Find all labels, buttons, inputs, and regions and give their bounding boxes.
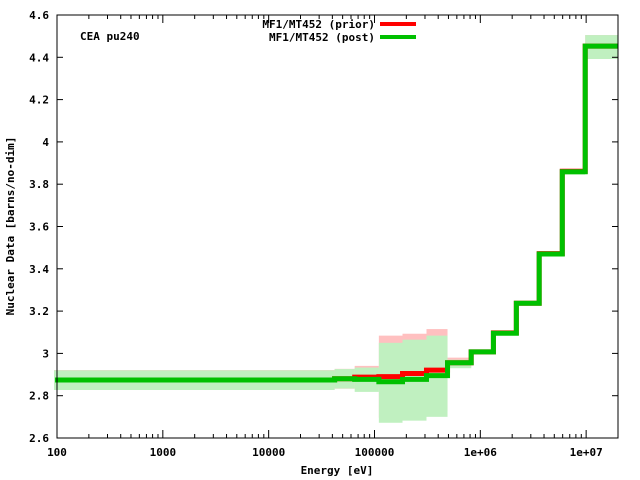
prior-line [55, 43, 618, 383]
y-tick-label: 4.2 [29, 94, 49, 107]
x-tick-label: 100000 [355, 446, 395, 459]
x-tick-label: 1e+07 [570, 446, 603, 459]
y-tick-label: 3.6 [29, 221, 49, 234]
annotation-label: CEA pu240 [80, 30, 140, 43]
y-tick-label: 4.6 [29, 9, 49, 22]
y-tick-label: 2.8 [29, 390, 49, 403]
y-tick-label: 3.8 [29, 178, 49, 191]
y-axis-label: Nuclear Data [barns/no-dim] [4, 137, 17, 316]
uncertainty-bands [54, 35, 618, 423]
post-line [55, 43, 618, 385]
y-tick-label: 3 [42, 347, 49, 360]
x-tick-label: 1e+06 [464, 446, 497, 459]
legend-label-prior: MF1/MT452 (prior) [262, 18, 375, 31]
axis-ticks: 2.6 2.8 3 3.2 3.4 3.6 3.8 4 4.2 4.4 4.6 100 1000 1000… [29, 9, 619, 459]
x-tick-label: 100 [47, 446, 67, 459]
y-tick-label: 4 [42, 136, 49, 149]
x-tick-label: 10000 [252, 446, 285, 459]
y-tick-label: 2.6 [29, 432, 49, 445]
legend: MF1/MT452 (prior) MF1/MT452 (post) [262, 18, 416, 44]
y-tick-label: 4.4 [29, 51, 49, 64]
x-tick-label: 1000 [150, 446, 177, 459]
legend-label-post: MF1/MT452 (post) [269, 31, 375, 44]
x-axis-label: Energy [eV] [301, 464, 374, 477]
series-lines [55, 43, 618, 385]
y-tick-label: 3.2 [29, 305, 49, 318]
y-tick-label: 3.4 [29, 263, 49, 276]
